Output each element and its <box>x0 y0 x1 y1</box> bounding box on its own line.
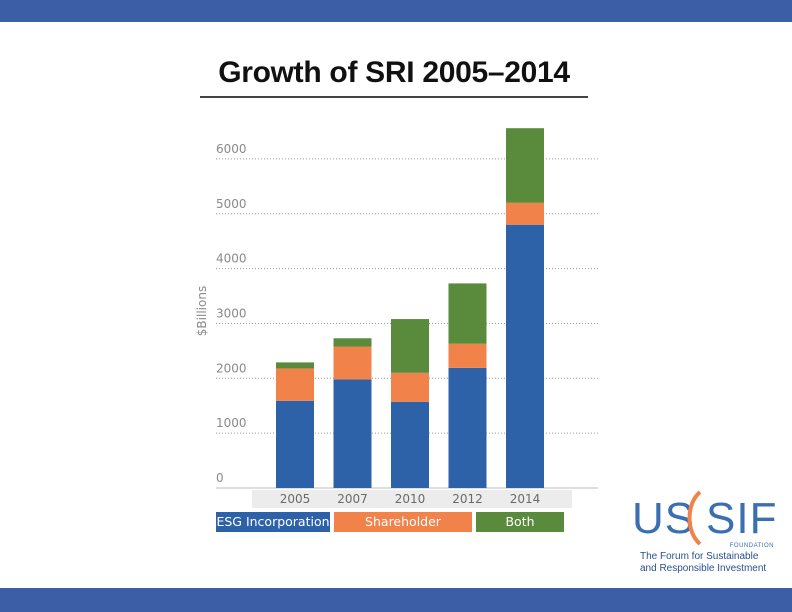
bottom-banner <box>0 588 792 612</box>
y-tick-label: 0 <box>216 471 224 485</box>
bar-segment <box>276 362 314 369</box>
logo-tagline-line-2: and Responsible Investment <box>640 563 767 574</box>
bar-segment <box>506 224 544 488</box>
logo-sif-text: SIF <box>706 494 778 543</box>
title-underline <box>200 96 588 98</box>
bar-segment <box>448 367 487 488</box>
bar-segment <box>506 202 544 225</box>
bar-segment <box>391 372 429 402</box>
legend-item: Shareholder Resolutions <box>334 512 472 549</box>
logo-orange-arc-icon <box>687 490 702 546</box>
bar-segment <box>448 343 487 368</box>
bar-segment <box>333 338 372 347</box>
bar-segment <box>391 319 429 373</box>
x-tick-label: 2005 <box>280 492 311 506</box>
bar-segment <box>506 128 544 203</box>
y-tick-label: 6000 <box>216 142 247 156</box>
y-tick-labels: 0 1000 2000 3000 4000 5000 6000 <box>216 142 247 485</box>
logo-foundation-text: FOUNDATION <box>729 543 774 549</box>
y-tick-label: 1000 <box>216 416 247 430</box>
y-tick-label: 2000 <box>216 361 247 375</box>
y-axis-label: $Billions <box>195 286 209 336</box>
bar-segment <box>276 400 314 488</box>
bar-segment <box>448 283 487 344</box>
x-tick-labels: 2005 2007 2010 2012 2014 <box>280 492 541 506</box>
y-tick-label: 5000 <box>216 197 247 211</box>
logo-tagline: The Forum for Sustainable and Responsibl… <box>640 551 770 575</box>
bar-segment <box>276 368 314 401</box>
x-tick-label: 2012 <box>452 492 483 506</box>
legend-item: ESG Incorporation <box>216 512 330 532</box>
bar-segment <box>333 379 372 488</box>
bars <box>276 128 544 488</box>
chart-title: Growth of SRI 2005–2014 <box>218 56 570 89</box>
x-tick-label: 2014 <box>510 492 541 506</box>
x-tick-label: 2007 <box>337 492 368 506</box>
logo-us-text: US <box>632 494 696 543</box>
x-axis-band <box>252 490 572 508</box>
logo-tagline-line-1: The Forum for Sustainable <box>640 551 759 562</box>
x-tick-label: 2010 <box>395 492 426 506</box>
legend-item: Both Strategies <box>476 512 564 549</box>
y-tick-label: 3000 <box>216 306 247 320</box>
top-banner <box>0 0 792 22</box>
bar-segment <box>333 346 372 380</box>
y-tick-label: 4000 <box>216 252 247 266</box>
bar-segment <box>391 401 429 488</box>
